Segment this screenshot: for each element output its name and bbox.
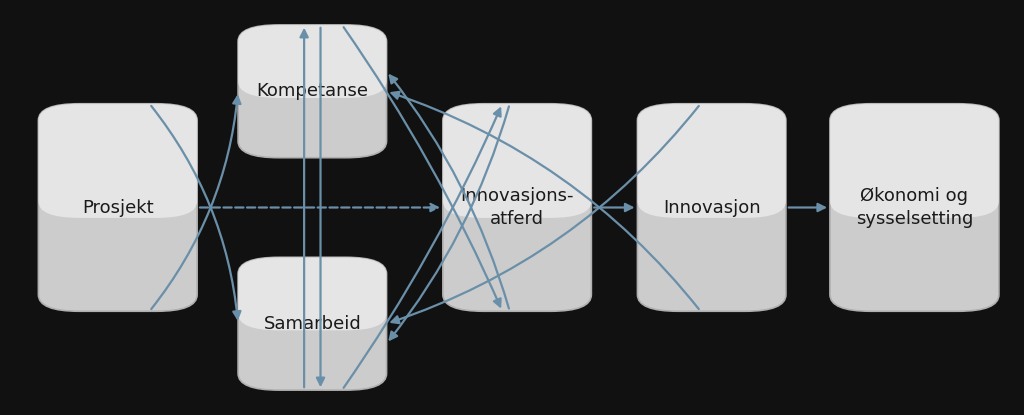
FancyBboxPatch shape [238, 25, 386, 98]
FancyBboxPatch shape [637, 104, 786, 311]
Text: Innovasjons-
atferd: Innovasjons- atferd [461, 187, 573, 228]
Text: Samarbeid: Samarbeid [263, 315, 361, 333]
FancyBboxPatch shape [39, 104, 197, 311]
Text: Økonomi og
sysselsetting: Økonomi og sysselsetting [856, 187, 973, 228]
Text: Kompetanse: Kompetanse [256, 82, 369, 100]
FancyBboxPatch shape [829, 104, 999, 218]
FancyBboxPatch shape [238, 25, 386, 158]
Text: Prosjekt: Prosjekt [82, 198, 154, 217]
FancyBboxPatch shape [829, 104, 999, 311]
Text: Innovasjon: Innovasjon [663, 198, 761, 217]
FancyBboxPatch shape [238, 257, 386, 390]
FancyBboxPatch shape [39, 104, 197, 218]
FancyBboxPatch shape [238, 257, 386, 330]
FancyBboxPatch shape [442, 104, 592, 311]
FancyBboxPatch shape [637, 104, 786, 218]
FancyBboxPatch shape [442, 104, 592, 218]
